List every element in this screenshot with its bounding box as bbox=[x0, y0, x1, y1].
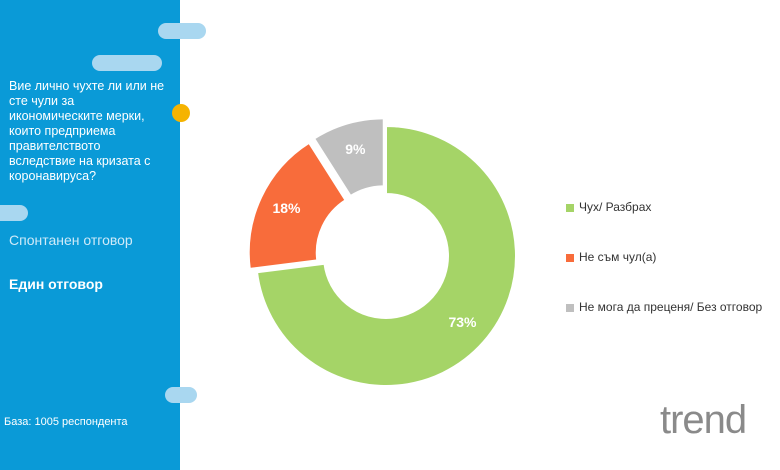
decor-pill bbox=[158, 23, 206, 39]
decor-pill bbox=[165, 387, 197, 403]
base-note: База: 1005 респондента bbox=[4, 416, 128, 428]
legend-label: Чух/ Разбрах bbox=[579, 200, 651, 214]
legend-swatch bbox=[566, 204, 574, 212]
legend-swatch bbox=[566, 254, 574, 262]
note: Спонтанен отговор bbox=[9, 232, 133, 248]
data-label: 18% bbox=[272, 200, 301, 216]
donut-slice bbox=[247, 141, 347, 271]
sidebar: Вие лично чухте ли или не сте чули за ик… bbox=[0, 0, 180, 470]
legend-swatch bbox=[566, 304, 574, 312]
donut-slice bbox=[312, 117, 385, 198]
decor-pill bbox=[0, 205, 28, 221]
legend-label: Не мога да преценя/ Без отговор bbox=[579, 300, 763, 314]
note: Един отговор bbox=[9, 276, 103, 292]
logo: trend bbox=[660, 398, 747, 442]
data-label: 9% bbox=[345, 141, 366, 157]
question: Вие лично чухте ли или не сте чули за ик… bbox=[9, 79, 165, 183]
data-label: 73% bbox=[448, 314, 477, 330]
decor-dot bbox=[172, 104, 190, 122]
decor-pill bbox=[92, 55, 162, 71]
legend-label: Не съм чул(а) bbox=[579, 250, 656, 264]
donut-slice bbox=[255, 124, 517, 387]
